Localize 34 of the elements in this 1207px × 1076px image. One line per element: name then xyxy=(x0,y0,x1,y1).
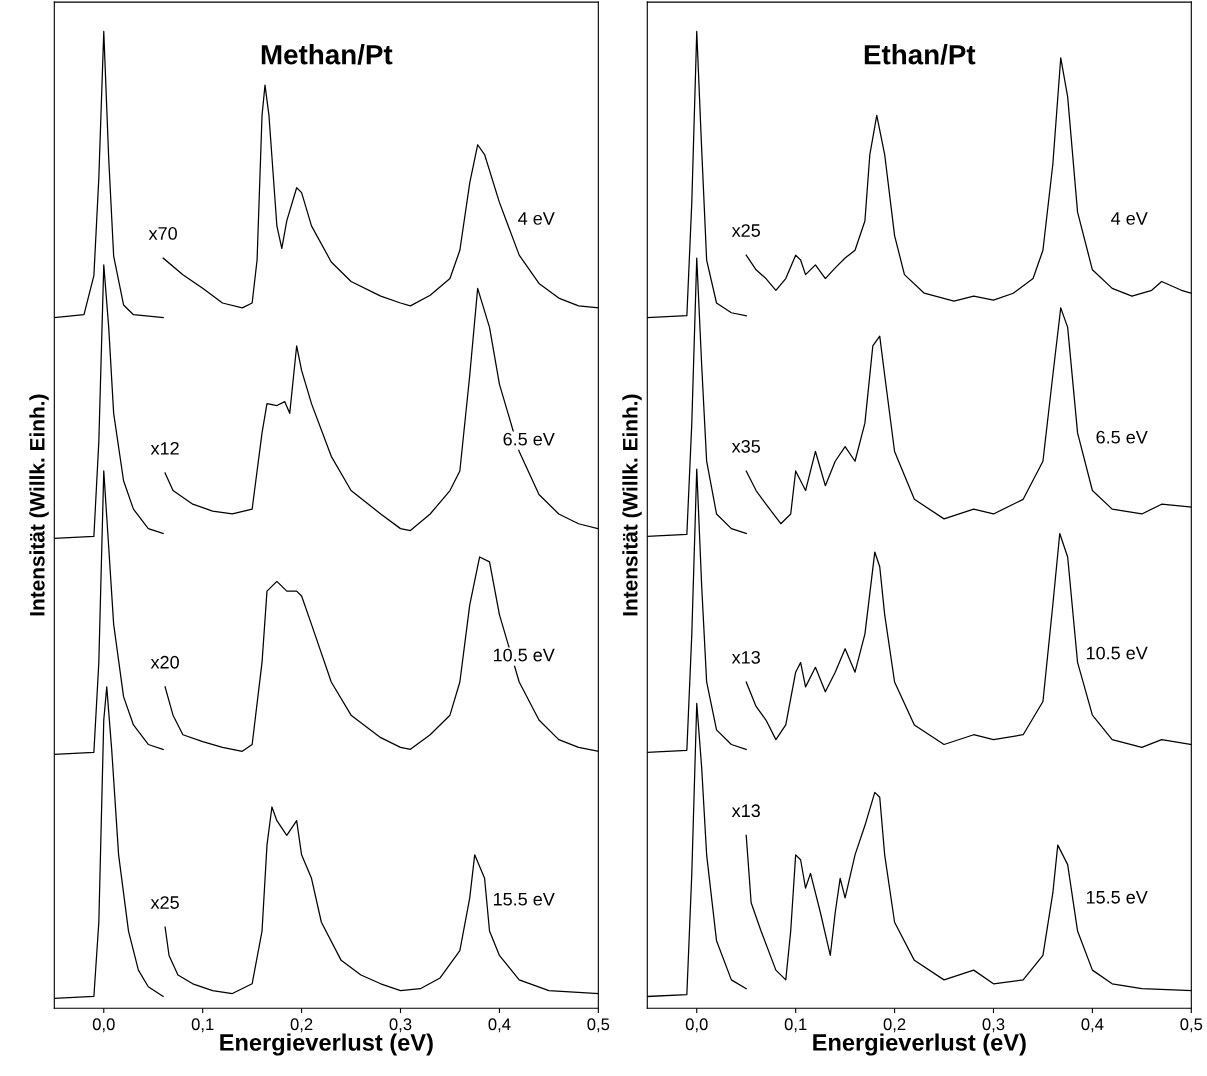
annotation: x25 xyxy=(150,896,179,909)
y-axis-title: Intensität (Willk. Einh.) xyxy=(622,394,642,616)
y-axis-title: Intensität (Willk. Einh.) xyxy=(29,394,49,616)
annotation: x25 xyxy=(731,224,760,237)
annotation: 10.5 eV xyxy=(493,648,555,662)
x-tick-label: 0,3 xyxy=(982,1018,1005,1033)
x-tick-label: 0,0 xyxy=(92,1018,115,1033)
annotation: 4 eV xyxy=(518,212,555,225)
annotation: x13 xyxy=(731,650,760,664)
chart-title: Methan/Pt xyxy=(261,44,393,65)
x-tick-label: 0,0 xyxy=(685,1018,708,1033)
x-tick-label: 0,1 xyxy=(784,1018,807,1033)
x-tick-label: 0,2 xyxy=(290,1018,313,1033)
annotation: 15.5 eV xyxy=(1086,891,1148,904)
annotation: x13 xyxy=(731,804,760,818)
x-tick-label: 0,5 xyxy=(587,1018,610,1033)
annotation: x12 xyxy=(150,441,179,455)
x-tick-label: 0,2 xyxy=(883,1018,906,1033)
annotation: 10.5 eV xyxy=(1086,646,1148,660)
x-tick-label: 0,4 xyxy=(1081,1018,1104,1033)
annotation: x70 xyxy=(148,227,177,240)
annotation: x20 xyxy=(150,655,179,669)
annotation: 6.5 eV xyxy=(503,432,555,446)
annotation: 4 eV xyxy=(1111,212,1148,225)
x-axis-title: Energieverlust (eV) xyxy=(220,1033,433,1056)
x-tick-label: 0,3 xyxy=(389,1018,412,1033)
annotation: 15.5 eV xyxy=(493,893,555,906)
x-tick-label: 0,1 xyxy=(191,1018,214,1033)
annotation: x35 xyxy=(731,439,760,453)
x-axis-title: Energieverlust (eV) xyxy=(813,1033,1026,1056)
x-tick-label: 0,5 xyxy=(1180,1018,1203,1033)
chart-title: Ethan/Pt xyxy=(864,44,976,65)
x-tick-label: 0,4 xyxy=(488,1018,511,1033)
annotation: 6.5 eV xyxy=(1096,430,1148,444)
